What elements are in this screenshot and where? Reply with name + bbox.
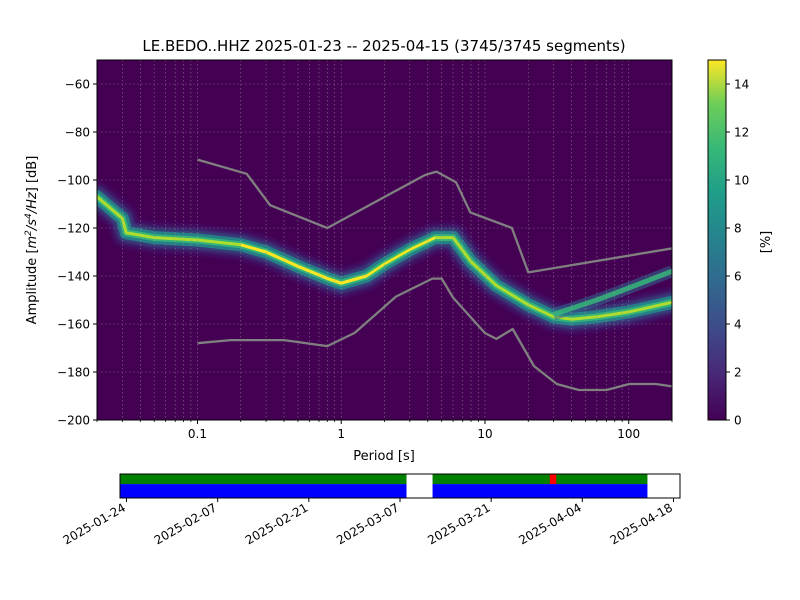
density-peak: [365, 236, 436, 277]
timeline-tick-label: 2025-04-04: [516, 500, 583, 547]
y-tick-label: −80: [65, 126, 90, 140]
y-axis-ticks: −60 −80 −100 −120 −140 −160 −180 −200: [57, 78, 97, 428]
x-axis-ticks: 0.1 1 10 100: [96, 420, 673, 441]
colorbar-tick-label: 12: [734, 126, 749, 140]
colorbar-tick-label: 2: [734, 366, 742, 380]
timeline-tick-label: 2025-03-21: [425, 500, 492, 547]
x-tick-label: 100: [617, 427, 640, 441]
y-tick-label: −120: [57, 222, 90, 236]
colorbar-tick-label: 6: [734, 270, 742, 284]
y-label-superscript: 2: [24, 230, 34, 236]
ppsd-plot: 0.1 1 10 100 −60 −80 −100 −120 −140 −160 −180 −200…: [24, 59, 673, 464]
y-label-part: m: [25, 236, 40, 249]
y-tick-label: −180: [57, 366, 90, 380]
timeline-tick-label: 2025-02-21: [243, 500, 310, 547]
timeline-plot: 2025-01-24 2025-02-07 2025-02-21 2025-03-07…: [61, 473, 681, 547]
noise-model-low: [197, 277, 672, 392]
timeline-used-bar: [120, 484, 407, 498]
x-tick-label: 1: [337, 427, 345, 441]
colorbar-tick-label: 0: [734, 414, 742, 428]
timeline-tick-label: 2025-03-07: [334, 500, 401, 547]
x-axis-label: Period [s]: [353, 449, 415, 464]
y-label-part: Amplitude [: [25, 248, 40, 324]
y-label-part: /s: [25, 219, 40, 231]
density-peak: [240, 243, 367, 285]
timeline-used-bar: [432, 484, 648, 498]
colorbar: 0 2 4 6 8 10 12 14 [%]: [707, 59, 774, 428]
timeline-gap-marker: [549, 474, 557, 485]
y-label-part: /Hz: [25, 191, 40, 214]
chart-title: LE.BEDO..HHZ 2025-01-23 -- 2025-04-15 (3…: [142, 37, 625, 55]
y-label-part: ] [dB]: [25, 156, 40, 193]
colorbar-tick-label: 8: [734, 222, 742, 236]
grid-lines: [97, 60, 672, 420]
noise-model-high: [197, 158, 672, 274]
y-label-superscript: 4: [24, 213, 34, 219]
x-tick-label: 10: [477, 427, 492, 441]
noise-models: [197, 158, 672, 392]
colorbar-gradient: [707, 59, 727, 421]
y-tick-label: −60: [65, 78, 90, 92]
timeline-available-bar: [432, 474, 648, 485]
y-axis-label: Amplitude [m2/s4/Hz] [dB]: [24, 156, 40, 325]
colorbar-tick-label: 4: [734, 318, 742, 332]
y-tick-label: −100: [57, 174, 90, 188]
timeline-tick-label: 2025-01-24: [61, 500, 128, 547]
timeline-bars: [120, 474, 648, 498]
x-tick-label: 0.1: [188, 427, 207, 441]
density-band: [552, 268, 672, 317]
colorbar-label: [%]: [759, 231, 774, 254]
y-tick-label: −160: [57, 318, 90, 332]
y-tick-label: −200: [57, 414, 90, 428]
y-tick-label: −140: [57, 270, 90, 284]
colorbar-tick-label: 14: [734, 78, 749, 92]
colorbar-ticks: 0 2 4 6 8 10 12 14: [726, 78, 749, 428]
colorbar-tick-label: 10: [734, 174, 749, 188]
timeline-available-bar: [120, 474, 407, 485]
timeline-ticks: 2025-01-24 2025-02-07 2025-02-21 2025-03-07…: [61, 498, 675, 547]
timeline-tick-label: 2025-04-18: [608, 500, 675, 547]
timeline-tick-label: 2025-02-07: [152, 500, 219, 547]
